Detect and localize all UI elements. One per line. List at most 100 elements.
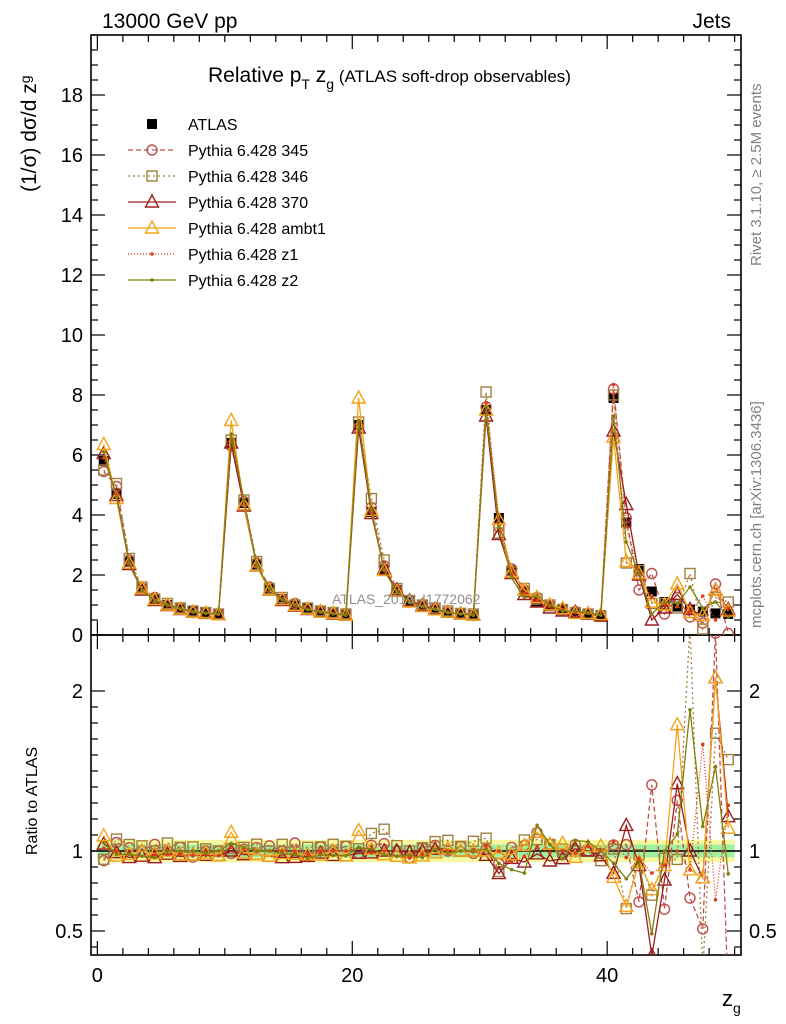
ratio-point — [203, 851, 208, 855]
ratio-point — [478, 846, 494, 861]
data-point — [631, 565, 647, 580]
ratio-point — [573, 851, 578, 855]
ratio-point — [229, 841, 233, 846]
data-point — [274, 591, 290, 606]
data-point — [98, 456, 109, 466]
ratio-point — [305, 856, 310, 861]
data-point — [695, 607, 711, 622]
data-point — [535, 594, 539, 598]
ratio-point — [586, 844, 590, 849]
ratio-point — [531, 833, 543, 846]
ratio-point — [637, 860, 641, 864]
ratio-point — [491, 865, 507, 880]
data-point — [134, 580, 150, 595]
ratio-point — [407, 856, 412, 860]
ratio-point — [607, 843, 620, 855]
ratio-point — [688, 868, 692, 872]
ratio-point — [560, 856, 565, 861]
data-point — [127, 561, 132, 565]
data-point — [389, 583, 405, 598]
ratio-point — [662, 849, 667, 853]
ratio-point — [726, 872, 731, 876]
ratio-point — [707, 669, 724, 684]
data-point — [458, 612, 463, 616]
data-point — [593, 606, 609, 621]
data-point — [631, 566, 647, 581]
data-point — [535, 598, 539, 603]
data-point — [710, 608, 721, 619]
ratio-point — [365, 827, 378, 840]
ratio-point — [101, 840, 106, 845]
ratio-series-6 — [101, 708, 731, 936]
data-point — [713, 618, 718, 622]
ratio-point — [567, 848, 583, 864]
data-point — [121, 554, 137, 569]
ratio-point — [586, 840, 590, 844]
ratio-point — [516, 837, 533, 852]
ratio-point — [395, 854, 399, 859]
x-axis-ticks: 0 20 40 — [92, 35, 736, 987]
ratio-point — [631, 853, 647, 868]
legend-item: Pythia 6.428 ambt1 — [128, 219, 326, 238]
ratio-point — [223, 823, 239, 838]
ratio-point — [165, 852, 170, 856]
data-point — [726, 606, 731, 610]
ratio-point — [497, 861, 501, 866]
data-point — [542, 596, 558, 611]
legend-item: Pythia 6.428 345 — [128, 143, 308, 160]
ratio-point — [631, 857, 647, 872]
ratio-point — [427, 840, 443, 855]
ratio-point — [624, 876, 629, 881]
ratio-point — [529, 845, 545, 860]
legend: ATLAS Pythia 6.428 345 Pythia 6.428 346 Pyt… — [128, 117, 326, 290]
data-point — [318, 610, 323, 614]
data-point — [96, 436, 112, 451]
legend-item: Pythia 6.428 z2 — [128, 273, 298, 290]
rivet-label: Rivet 3.1.10, ≥ 2.5M events — [748, 84, 765, 267]
legend-marker — [150, 252, 154, 256]
mcplots-label: mcplots.cern.ch [arXiv:1306.3436] — [748, 401, 765, 628]
ratio-point — [624, 855, 629, 860]
ratio-point — [649, 871, 654, 875]
ratio-line — [103, 744, 729, 900]
ratio-point — [110, 833, 123, 845]
ratio-point — [114, 849, 119, 853]
main-y-axis-label: (1/σ) dσ/d zg — [17, 75, 41, 192]
series-0 — [98, 393, 734, 621]
ratio-point — [646, 779, 658, 791]
series-line — [103, 384, 729, 622]
ratio-point — [344, 849, 348, 853]
data-point — [726, 615, 731, 619]
ratio-point — [656, 871, 673, 886]
ratio-point — [356, 845, 361, 850]
ratio-axis-ticks: 0.5 0.5 1 1 2 2 — [55, 681, 777, 948]
ratio-point — [299, 847, 316, 863]
legend-item: ATLAS — [147, 117, 238, 134]
ratio-point — [656, 857, 673, 872]
legend-marker — [150, 278, 154, 282]
data-point — [713, 600, 718, 604]
ratio-point — [688, 708, 692, 712]
ratio-y-tick-label: 0.5 — [55, 921, 83, 943]
data-point — [722, 627, 734, 635]
ratio-point — [618, 816, 634, 832]
data-point — [363, 505, 380, 520]
data-point — [389, 581, 405, 596]
ratio-point — [293, 849, 297, 853]
ratio-point — [682, 842, 698, 857]
data-point — [261, 581, 278, 596]
data-point — [649, 612, 654, 616]
ratio-point — [127, 852, 132, 857]
x-tick-label: 20 — [341, 965, 363, 987]
ratio-point — [318, 849, 323, 853]
ratio-point — [407, 853, 412, 857]
data-point — [165, 603, 170, 607]
data-point — [249, 557, 265, 572]
legend-label: Pythia 6.428 345 — [188, 143, 308, 160]
ratio-y-tick-label-right: 1 — [749, 841, 760, 863]
ratio-point — [647, 947, 656, 955]
ratio-point — [210, 847, 227, 862]
legend-marker — [144, 193, 160, 208]
data-point — [223, 412, 239, 427]
legend-marker — [146, 144, 158, 156]
